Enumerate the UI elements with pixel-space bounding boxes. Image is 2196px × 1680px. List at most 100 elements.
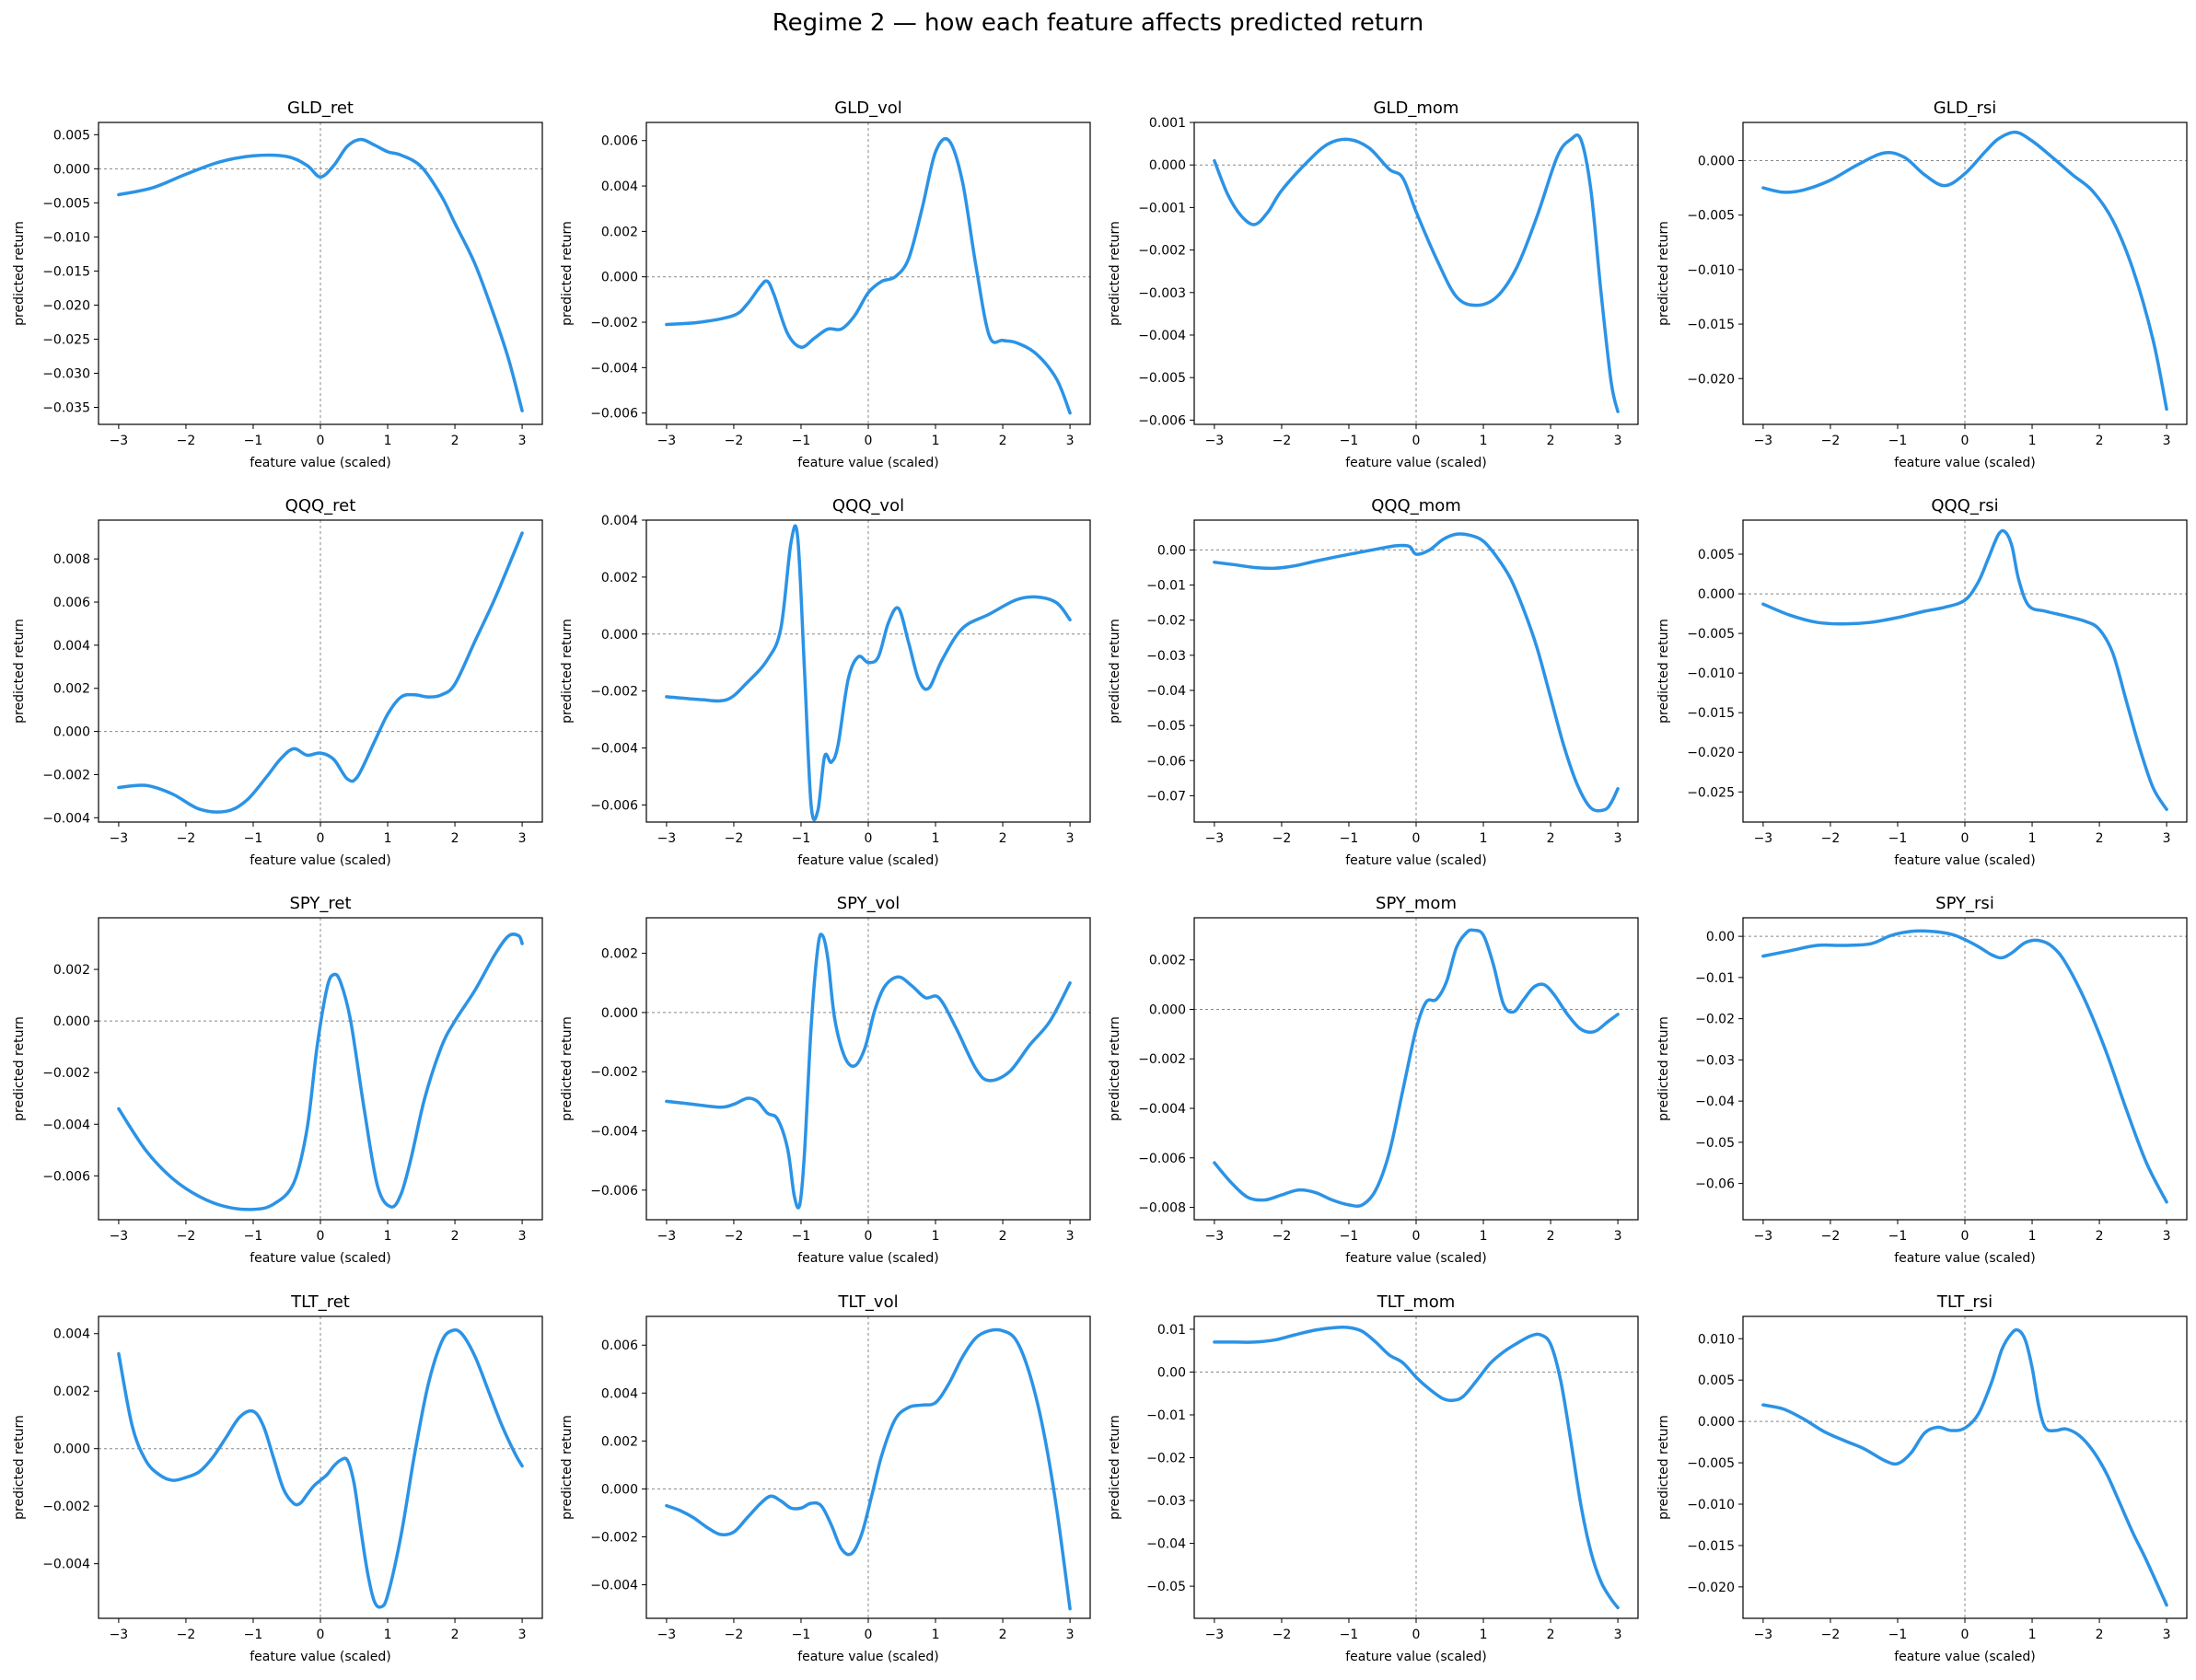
- y-tick-label: −0.004: [42, 811, 90, 826]
- figure-title: Regime 2 — how each feature affects pred…: [772, 9, 1424, 37]
- x-tick-label: −3: [657, 1628, 677, 1642]
- panel-title: TLT_ret: [290, 1292, 350, 1312]
- series-line: [665, 933, 1072, 1210]
- y-tick-label: −0.05: [1146, 1580, 1186, 1594]
- y-tick-label: −0.006: [1138, 1152, 1186, 1166]
- y-tick-label: −0.02: [1695, 1013, 1735, 1027]
- x-tick-label: 1: [2028, 1628, 2037, 1642]
- y-tick-label: 0.000: [53, 1442, 90, 1457]
- y-tick-label: −0.020: [1687, 372, 1735, 387]
- x-tick-label: −1: [1888, 1628, 1908, 1642]
- x-tick-label: −3: [657, 831, 677, 846]
- x-tick-label: 1: [932, 831, 940, 846]
- x-tick-label: 0: [317, 1229, 325, 1244]
- panel-GLD_rsi: −3 −2 −1 0 1 2 3 0.000 −0.005 −0.010 −0.015 −0.020 G…: [1656, 98, 2188, 470]
- x-tick-label: 2: [999, 1628, 1007, 1642]
- y-tick-label: −0.015: [42, 264, 90, 279]
- y-tick-label: 0.002: [601, 571, 638, 585]
- panel-GLD_vol: −3 −2 −1 0 1 2 3 0.006 0.004 0.002 0.000 −0.002 −0.0…: [560, 98, 1091, 470]
- y-tick-label: 0.006: [53, 596, 90, 610]
- y-tick-label: −0.002: [42, 768, 90, 782]
- x-tick-label: −2: [1821, 1628, 1841, 1642]
- y-tick-label: −0.010: [1687, 1498, 1735, 1512]
- panel-title: QQQ_mom: [1371, 496, 1461, 516]
- series-line: [665, 524, 1072, 822]
- series-line: [117, 137, 524, 412]
- x-tick-label: 3: [2163, 1229, 2171, 1244]
- x-tick-label: 3: [518, 1628, 527, 1642]
- y-tick-label: 0.01: [1157, 1323, 1186, 1338]
- y-axis-label: predicted return: [1656, 619, 1671, 724]
- x-tick-label: −2: [177, 831, 196, 846]
- x-axis-label: feature value (scaled): [797, 1650, 939, 1664]
- series-line: [665, 136, 1072, 415]
- x-tick-label: 2: [1547, 1229, 1555, 1244]
- y-axis-label: predicted return: [1656, 1016, 1671, 1121]
- x-tick-label: −2: [177, 1628, 196, 1642]
- y-tick-label: −0.020: [1687, 746, 1735, 760]
- x-tick-label: 0: [1961, 831, 1969, 846]
- panel-title: SPY_mom: [1376, 894, 1457, 913]
- x-tick-label: 2: [451, 831, 459, 846]
- x-tick-label: −3: [1754, 1628, 1773, 1642]
- x-tick-label: 0: [865, 434, 873, 448]
- x-axis-label: feature value (scaled): [797, 853, 939, 868]
- x-tick-label: 0: [1961, 434, 1969, 448]
- y-tick-label: 0.004: [601, 180, 638, 194]
- x-tick-label: −1: [792, 434, 811, 448]
- x-tick-label: −2: [1821, 434, 1841, 448]
- y-tick-label: −0.020: [42, 298, 90, 313]
- x-tick-label: 2: [2096, 434, 2104, 448]
- y-tick-label: −0.003: [1138, 286, 1186, 301]
- panel-SPY_vol: −3 −2 −1 0 1 2 3 0.002 0.000 −0.002 −0.004 −0.006 SP…: [560, 894, 1091, 1266]
- y-tick-label: 0.005: [1698, 548, 1735, 562]
- x-tick-label: −3: [657, 1229, 677, 1244]
- y-tick-label: −0.004: [590, 1125, 638, 1140]
- panel-SPY_rsi: −3 −2 −1 0 1 2 3 0.00 −0.01 −0.02 −0.03 −0.04 −0.05 −…: [1656, 894, 2188, 1266]
- x-tick-label: −3: [657, 434, 677, 448]
- x-tick-label: 3: [518, 1229, 527, 1244]
- y-tick-label: −0.004: [42, 1118, 90, 1132]
- x-tick-label: 1: [384, 1628, 392, 1642]
- y-tick-label: 0.004: [53, 639, 90, 654]
- y-tick-label: −0.01: [1695, 971, 1735, 986]
- x-tick-label: −2: [177, 1229, 196, 1244]
- y-tick-label: 0.006: [601, 1338, 638, 1353]
- y-tick-label: −0.06: [1695, 1177, 1735, 1192]
- y-tick-label: −0.001: [1138, 201, 1186, 215]
- y-tick-label: −0.07: [1146, 789, 1186, 804]
- x-tick-label: −1: [1888, 1229, 1908, 1244]
- panel-SPY_mom: −3 −2 −1 0 1 2 3 0.002 0.000 −0.002 −0.004 −0.006 −0…: [1108, 894, 1639, 1266]
- panel-QQQ_rsi: −3 −2 −1 0 1 2 3 0.005 0.000 −0.005 −0.010 −0.015 −0…: [1656, 496, 2188, 868]
- x-axis-label: feature value (scaled): [1894, 456, 2036, 470]
- y-axis-label: predicted return: [560, 1415, 575, 1520]
- y-tick-label: −0.004: [590, 361, 638, 376]
- panel-title: GLD_vol: [834, 98, 902, 118]
- y-tick-label: 0.000: [601, 628, 638, 643]
- y-tick-label: 0.000: [1698, 1415, 1735, 1430]
- series-line: [117, 531, 524, 814]
- x-tick-label: −3: [1205, 434, 1225, 448]
- x-tick-label: 0: [865, 1628, 873, 1642]
- y-tick-label: 0.010: [1698, 1332, 1735, 1347]
- y-tick-label: −0.005: [1687, 1456, 1735, 1471]
- y-axis-label: predicted return: [560, 1016, 575, 1121]
- x-tick-label: 1: [1480, 1628, 1488, 1642]
- x-tick-label: −2: [1272, 1229, 1292, 1244]
- panel-title: GLD_mom: [1374, 98, 1459, 118]
- series-line: [1761, 130, 2168, 411]
- y-tick-label: 0.00: [1157, 1365, 1186, 1380]
- panel-title: QQQ_ret: [285, 496, 356, 516]
- y-tick-label: −0.006: [590, 1184, 638, 1199]
- x-tick-label: 0: [865, 831, 873, 846]
- x-tick-label: −3: [1754, 434, 1773, 448]
- series-line: [117, 933, 524, 1211]
- x-tick-label: −1: [1888, 831, 1908, 846]
- panel-TLT_rsi: −3 −2 −1 0 1 2 3 0.010 0.005 0.000 −0.005 −0.010 −0.…: [1656, 1292, 2188, 1664]
- x-axis-label: feature value (scaled): [1345, 853, 1487, 868]
- x-tick-label: 1: [1480, 831, 1488, 846]
- y-axis-label: predicted return: [1108, 1016, 1122, 1121]
- y-tick-label: 0.002: [53, 682, 90, 697]
- x-tick-label: −1: [1340, 434, 1359, 448]
